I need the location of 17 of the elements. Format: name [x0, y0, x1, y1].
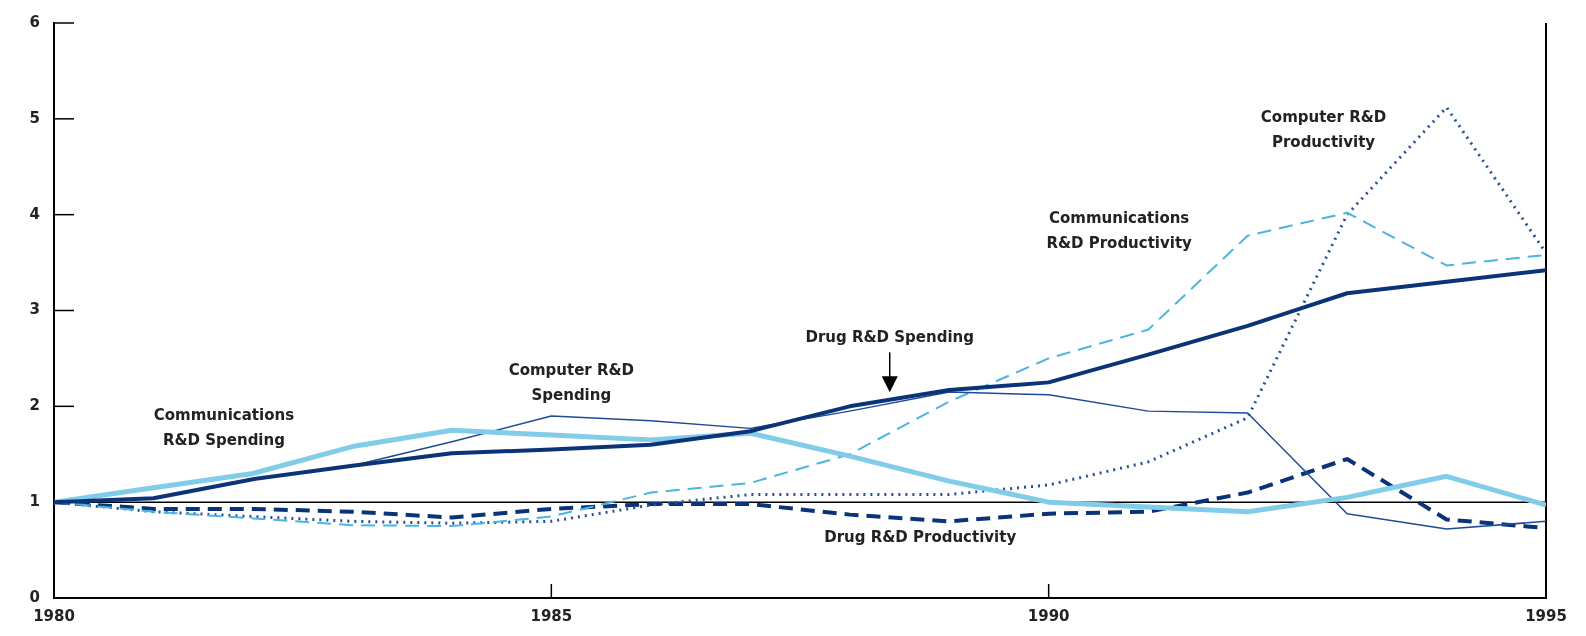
y-tick-label: 3: [29, 300, 40, 319]
y-tick-label: 6: [29, 12, 40, 31]
series-label: Communications R&D Productivity: [1046, 209, 1193, 253]
series-label: Communications R&D Spending: [153, 405, 295, 449]
series-label: Drug R&D Productivity: [824, 528, 1017, 547]
y-tick-label: 4: [29, 204, 40, 223]
x-tick-label: 1995: [1525, 606, 1567, 625]
series-label: Computer R&D Spending: [508, 361, 635, 405]
x-tick-label: 1980: [33, 606, 75, 625]
y-tick-label: 2: [29, 396, 40, 415]
x-tick-label: 1985: [530, 606, 573, 625]
series-label: Computer R&D Productivity: [1260, 107, 1387, 151]
y-tick-label: 5: [29, 108, 40, 127]
text: Drug R&D Spending: [805, 328, 974, 347]
x-tick-label: 1990: [1027, 606, 1070, 625]
y-tick-label: 0: [29, 587, 40, 606]
y-tick-label: 1: [29, 492, 40, 511]
